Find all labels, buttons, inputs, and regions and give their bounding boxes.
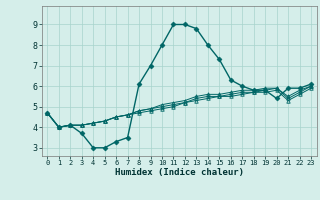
X-axis label: Humidex (Indice chaleur): Humidex (Indice chaleur) (115, 168, 244, 177)
